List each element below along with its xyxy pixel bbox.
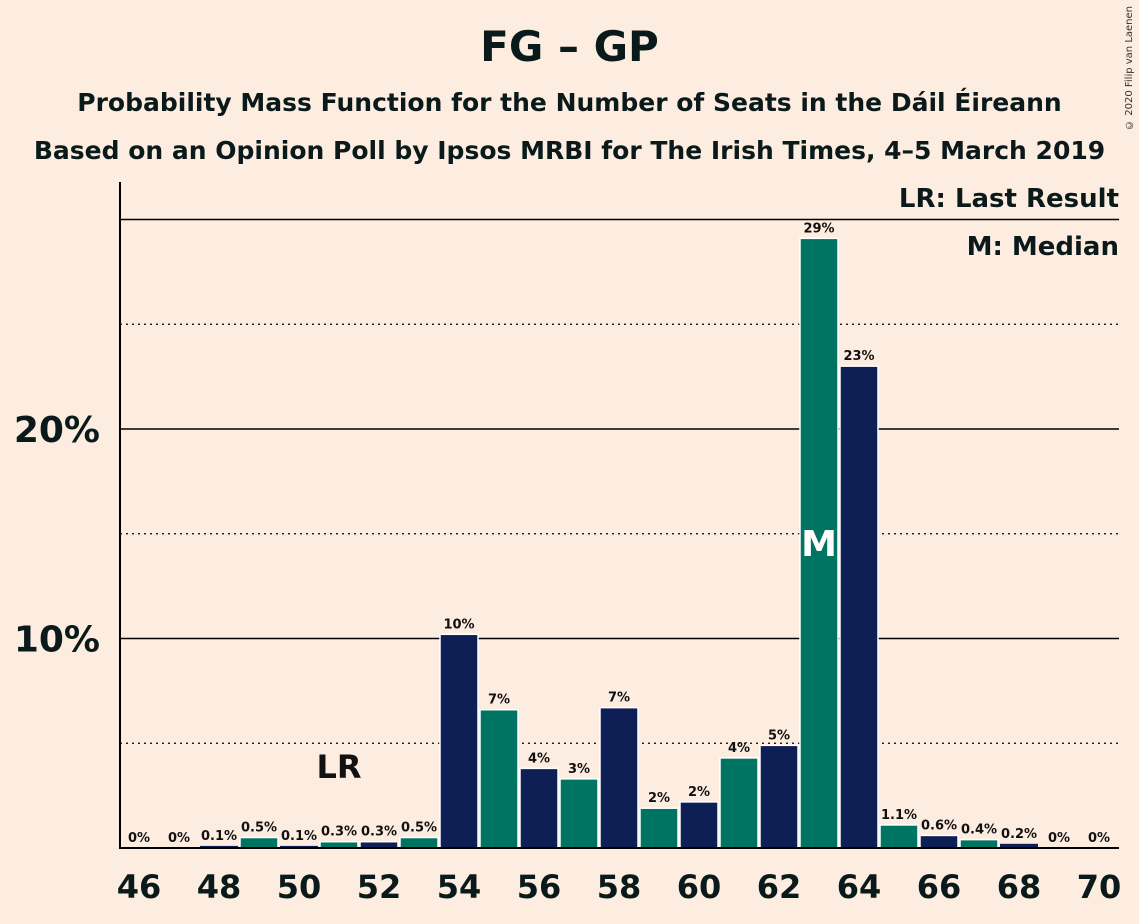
value-label-63: 29% (803, 221, 834, 236)
value-label-70: 0% (1088, 831, 1110, 846)
x-tick-label: 54 (437, 868, 482, 906)
value-label-55: 7% (488, 693, 510, 708)
x-tick-label: 48 (197, 868, 242, 906)
median-marker: M (801, 524, 837, 565)
bar-61 (719, 757, 759, 849)
bar-48 (200, 845, 238, 848)
y-tick-label: 10% (14, 620, 100, 661)
value-label-54: 10% (443, 617, 474, 632)
last-result-marker: LR (316, 748, 361, 786)
value-label-46: 0% (128, 831, 150, 846)
bar-59 (639, 807, 679, 849)
bar-64 (839, 365, 879, 849)
y-tick-label: 20% (14, 410, 100, 451)
bar-68 (1000, 843, 1038, 848)
bar-67 (959, 838, 999, 849)
bar-50 (280, 845, 318, 848)
x-tick-label: 46 (117, 868, 162, 906)
x-tick-label: 70 (1077, 868, 1122, 906)
value-label-60: 2% (688, 785, 710, 800)
bar-54 (439, 633, 479, 849)
value-label-49: 0.5% (241, 821, 277, 836)
legend-median: M: Median (966, 232, 1119, 262)
x-tick-label: 66 (917, 868, 962, 906)
value-label-50: 0.1% (281, 829, 317, 844)
bar-55 (479, 708, 519, 849)
bar-63 (799, 237, 839, 849)
chart-subtitle-source: Based on an Opinion Poll by Ipsos MRBI f… (33, 136, 1106, 165)
x-tick-label: 64 (837, 868, 882, 906)
value-label-51: 0.3% (321, 825, 357, 840)
value-label-62: 5% (768, 728, 790, 743)
value-label-52: 0.3% (361, 825, 397, 840)
x-tick-label: 68 (997, 868, 1042, 906)
value-label-58: 7% (608, 691, 630, 706)
value-label-67: 0.4% (961, 823, 997, 838)
value-label-57: 3% (568, 762, 590, 777)
value-label-69: 0% (1048, 831, 1070, 846)
bar-60 (679, 801, 719, 849)
bar-56 (519, 767, 559, 849)
x-tick-label: 56 (517, 868, 562, 906)
value-label-48: 0.1% (201, 829, 237, 844)
value-label-65: 1.1% (881, 808, 917, 823)
value-label-68: 0.2% (1001, 827, 1037, 842)
x-tick-label: 50 (277, 868, 322, 906)
value-label-56: 4% (528, 751, 550, 766)
bar-66 (919, 834, 959, 849)
x-tick-label: 58 (597, 868, 642, 906)
value-label-59: 2% (648, 791, 670, 806)
value-label-61: 4% (728, 741, 750, 756)
chart-subtitle: Probability Mass Function for the Number… (77, 88, 1062, 117)
bar-57 (559, 778, 599, 849)
legend-last-result: LR: Last Result (898, 184, 1119, 214)
bar-53 (399, 836, 439, 849)
chart-title: FG – GP (480, 22, 659, 71)
bar-65 (879, 824, 919, 849)
value-label-53: 0.5% (401, 821, 437, 836)
bar-58 (599, 706, 639, 849)
bar-49 (239, 836, 279, 849)
value-label-66: 0.6% (921, 818, 957, 833)
x-tick-label: 60 (677, 868, 722, 906)
value-label-47: 0% (168, 831, 190, 846)
bar-62 (759, 744, 799, 849)
value-label-64: 23% (843, 349, 874, 364)
x-tick-label: 62 (757, 868, 802, 906)
x-tick-label: 52 (357, 868, 402, 906)
